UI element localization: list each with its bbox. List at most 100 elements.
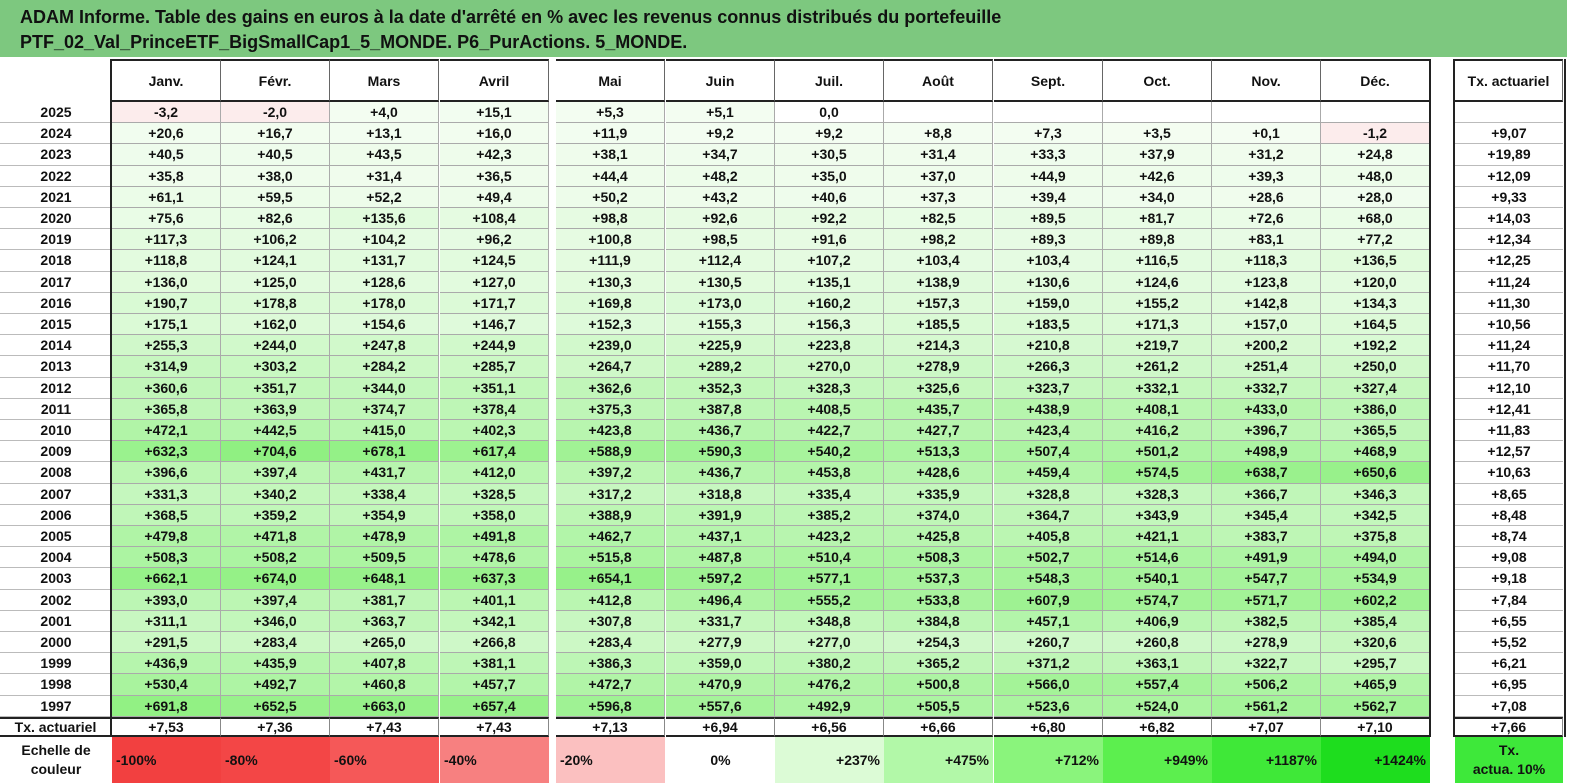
gain-cell: +5,3 <box>556 102 665 124</box>
gain-cell: +11,9 <box>556 123 665 145</box>
gain-cell: +397,2 <box>556 462 665 484</box>
year-label: 2021 <box>0 187 112 208</box>
gain-cell: +508,3 <box>884 547 993 569</box>
gain-cell: +437,1 <box>666 526 775 548</box>
gain-cell: +457,7 <box>440 674 549 696</box>
gain-cell: +159,0 <box>994 292 1103 314</box>
gain-cell: +597,2 <box>666 568 775 590</box>
rate-cell: +10,56 <box>1455 314 1563 336</box>
scale-swatch: +1187% <box>1212 736 1321 783</box>
gain-cell: +155,3 <box>666 314 775 336</box>
year-label: 2024 <box>0 123 112 145</box>
gain-cell: +40,6 <box>775 186 884 208</box>
rate-cell: +9,33 <box>1455 187 1563 208</box>
gain-cell: +506,2 <box>1212 674 1321 696</box>
rate-row-cell: +7,13 <box>556 716 665 737</box>
rate-cell <box>1455 102 1563 124</box>
gain-cell: +342,5 <box>1321 504 1430 526</box>
gain-cell: +116,5 <box>1103 250 1212 272</box>
gain-cell: +44,9 <box>994 165 1103 187</box>
rate-cell: +12,34 <box>1455 229 1563 251</box>
gain-cell: +103,4 <box>994 250 1103 272</box>
scale-label-line1: Echelle de <box>21 741 91 758</box>
gain-cell: +335,9 <box>884 483 993 505</box>
rate-cell: +10,63 <box>1455 462 1563 484</box>
gain-cell: +135,1 <box>775 271 884 293</box>
gain-cell: +39,4 <box>994 186 1103 208</box>
gain-cell: +318,8 <box>666 483 775 505</box>
gain-cell: +185,5 <box>884 314 993 336</box>
gain-cell: +239,0 <box>556 335 665 357</box>
gain-cell: +648,1 <box>330 568 439 590</box>
gain-cell: +223,8 <box>775 335 884 357</box>
rate-row-cell: +7,43 <box>440 716 549 737</box>
gain-cell: +663,0 <box>330 695 439 717</box>
gain-cell: +393,0 <box>112 589 221 611</box>
year-label: 2005 <box>0 526 112 548</box>
rate-col-left-border <box>1453 59 1455 737</box>
gain-cell: +118,8 <box>112 250 221 272</box>
gain-cell: +192,2 <box>1321 335 1430 357</box>
gain-cell: +652,5 <box>221 695 330 717</box>
rate-row-cell: +7,43 <box>330 716 439 737</box>
gain-cell: +328,5 <box>440 483 549 505</box>
gain-cell: +348,8 <box>775 610 884 632</box>
gain-cell: +496,4 <box>666 589 775 611</box>
gain-cell: +678,1 <box>330 441 439 463</box>
year-label: 2010 <box>0 420 112 442</box>
gain-cell: +523,6 <box>994 695 1103 717</box>
gain-cell: +547,7 <box>1212 568 1321 590</box>
gain-cell: +397,4 <box>221 462 330 484</box>
gain-cell: +92,6 <box>666 208 775 230</box>
gain-cell: +13,1 <box>330 123 439 145</box>
gain-cell: +472,7 <box>556 674 665 696</box>
gain-cell: +0,1 <box>1212 123 1321 145</box>
gain-cell: +49,4 <box>440 186 549 208</box>
gain-cell: +37,3 <box>884 186 993 208</box>
gain-cell: +571,7 <box>1212 589 1321 611</box>
rate-cell: +11,83 <box>1455 420 1563 442</box>
gain-cell: +265,0 <box>330 632 439 654</box>
gain-cell: +428,6 <box>884 462 993 484</box>
gain-cell: +345,4 <box>1212 504 1321 526</box>
gain-cell: +42,6 <box>1103 165 1212 187</box>
gain-cell: +178,8 <box>221 292 330 314</box>
gain-cell: +331,7 <box>666 610 775 632</box>
gain-cell: +15,1 <box>440 102 549 124</box>
gain-cell: +408,1 <box>1103 398 1212 420</box>
gain-cell: +30,5 <box>775 144 884 166</box>
rate-cell: +5,52 <box>1455 632 1563 654</box>
gain-cell: +136,0 <box>112 271 221 293</box>
rate-cell: +11,70 <box>1455 356 1563 378</box>
gain-cell: +396,6 <box>112 462 221 484</box>
gain-cell: +500,8 <box>884 674 993 696</box>
gain-cell: +574,7 <box>1103 589 1212 611</box>
gain-cell: +38,0 <box>221 165 330 187</box>
rate-cell: +7,08 <box>1455 696 1563 717</box>
gain-cell: +412,0 <box>440 462 549 484</box>
rate-header: Tx. actuariel <box>1455 59 1563 102</box>
gain-cell: +162,0 <box>221 314 330 336</box>
gain-cell: +416,2 <box>1103 420 1212 442</box>
gain-cell: +68,0 <box>1321 208 1430 230</box>
year-label: 2023 <box>0 144 112 166</box>
gain-cell: +465,9 <box>1321 674 1430 696</box>
gain-cell: +607,9 <box>994 589 1103 611</box>
gain-cell: +183,5 <box>994 314 1103 336</box>
gain-cell: +123,8 <box>1212 271 1321 293</box>
gain-cell: +342,1 <box>440 610 549 632</box>
month-header: Sept. <box>994 59 1103 102</box>
gain-cell: +38,1 <box>556 144 665 166</box>
gain-cell: +431,7 <box>330 462 439 484</box>
gain-cell: +251,4 <box>1212 356 1321 378</box>
gain-cell: +142,8 <box>1212 292 1321 314</box>
gain-cell: +502,7 <box>994 547 1103 569</box>
gain-cell: +433,0 <box>1212 398 1321 420</box>
scale-swatch: +712% <box>994 736 1103 783</box>
gain-cell: +75,6 <box>112 208 221 230</box>
gain-cell: +510,4 <box>775 547 884 569</box>
year-label: 2013 <box>0 356 112 378</box>
year-label: 2017 <box>0 272 112 293</box>
gain-cell: +157,0 <box>1212 314 1321 336</box>
report-title: ADAM Informe. Table des gains en euros à… <box>0 0 1567 57</box>
